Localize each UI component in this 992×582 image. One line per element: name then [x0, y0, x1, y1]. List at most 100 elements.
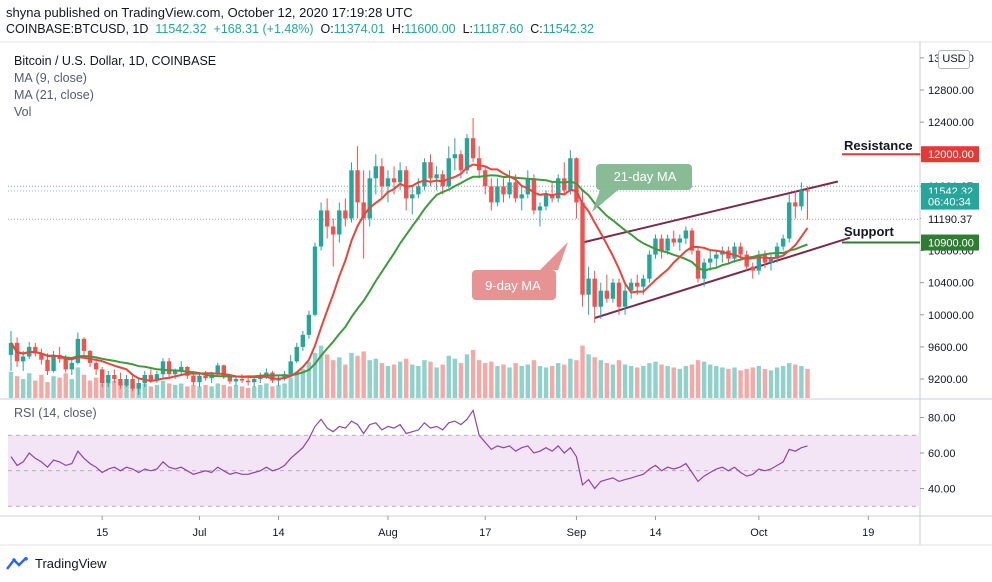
volume-bar — [507, 367, 512, 398]
candle-body — [312, 246, 318, 315]
brand-name: TradingView — [35, 556, 107, 571]
candle-body — [513, 182, 518, 199]
candle-body — [744, 254, 749, 267]
candle-body — [264, 372, 269, 375]
volume-bar — [221, 384, 226, 398]
volume-bar — [51, 376, 56, 398]
volume-bar — [124, 383, 129, 398]
candle-body — [112, 374, 117, 379]
volume-bar — [197, 386, 202, 398]
volume-bar — [610, 364, 616, 398]
rsi-tick-label: 40.00 — [928, 484, 956, 496]
price-label-bg — [921, 146, 979, 163]
candle-body — [592, 278, 597, 307]
chart-title: Bitcoin / U.S. Dollar, 1D, COINBASE — [14, 54, 217, 68]
volume-bar — [14, 376, 20, 398]
volume-bar — [543, 367, 549, 398]
channel-lower-line — [594, 236, 851, 319]
currency-button[interactable]: USD — [938, 50, 970, 69]
volume-bar — [695, 360, 701, 398]
candle-body — [215, 365, 220, 375]
candle-body — [501, 186, 506, 195]
candle-body — [768, 258, 774, 263]
candle-body — [483, 170, 488, 187]
candle-body — [245, 380, 251, 383]
high-value: 11600.00 — [404, 22, 456, 36]
candle-body — [39, 353, 44, 360]
volume-bar — [708, 364, 713, 398]
candle-body — [324, 210, 330, 227]
candle-body — [397, 170, 403, 183]
volume-bar — [209, 386, 214, 398]
legend-ma9[interactable]: MA (9, close) — [14, 71, 87, 85]
volume-bar — [75, 367, 81, 398]
volume-bar — [282, 383, 287, 398]
candle-body — [562, 178, 567, 191]
rsi-tick-label: 80.00 — [928, 413, 956, 425]
price-tick-label: 9200.00 — [928, 374, 968, 386]
candle-body — [610, 282, 616, 299]
candle-body — [203, 375, 208, 379]
candle-body — [683, 230, 689, 239]
candle-body — [270, 372, 275, 381]
candle-body — [556, 178, 561, 199]
candle-body — [106, 374, 111, 384]
volume-bar — [118, 384, 123, 398]
volume-bar — [598, 360, 603, 398]
volume-bar — [245, 387, 251, 398]
volume-bar — [93, 377, 99, 398]
candle-body — [458, 154, 464, 171]
ma21-line — [10, 174, 808, 378]
volume-bar — [495, 366, 500, 398]
candle-body — [787, 202, 792, 239]
candle-body — [124, 379, 129, 386]
candle-body — [531, 178, 537, 211]
price-tick-label: 10400.00 — [928, 278, 974, 290]
candle-body — [416, 186, 421, 195]
volume-bar — [434, 367, 439, 398]
rsi-legend[interactable]: RSI (14, close) — [14, 406, 97, 420]
candle-body — [75, 338, 81, 363]
volume-bar — [87, 380, 93, 398]
volume-bar — [513, 363, 518, 398]
candle-body — [361, 202, 366, 219]
candle-body — [172, 370, 178, 375]
candle-body — [343, 210, 348, 219]
candle-body — [252, 379, 257, 383]
price-label: 10900.00 — [928, 238, 974, 250]
legend-volume[interactable]: Vol — [14, 105, 32, 119]
footer-brand[interactable]: TradingView — [6, 556, 107, 571]
ma9-callout — [472, 242, 568, 300]
legend-ma21[interactable]: MA (21, close) — [14, 88, 94, 102]
volume-bar — [683, 366, 689, 398]
volume-bar — [361, 351, 366, 398]
time-tick-label: 14 — [649, 527, 661, 539]
candle-body — [750, 266, 755, 271]
candle-body — [20, 356, 26, 362]
candle-body — [628, 282, 634, 291]
volume-bar — [264, 383, 269, 398]
candle-body — [495, 186, 500, 203]
volume-bar — [252, 386, 257, 398]
volume-bar — [148, 386, 154, 398]
price-tick-label: 10000.00 — [928, 310, 974, 322]
volume-bar — [227, 386, 233, 398]
volume-bar — [446, 355, 451, 398]
volume-bar — [440, 364, 445, 398]
price-tick-label: 9600.00 — [928, 342, 968, 354]
volume-bar — [185, 386, 190, 398]
candle-body — [738, 246, 743, 255]
candle-body — [349, 170, 354, 219]
volume-bar — [270, 386, 275, 398]
volume-bar — [470, 350, 476, 398]
volume-bar — [69, 379, 74, 398]
volume-bar — [331, 360, 336, 398]
volume-bar — [45, 382, 50, 398]
volume-bar — [799, 366, 804, 398]
volume-bar — [258, 384, 263, 398]
volume-bar — [355, 355, 360, 398]
volume-bar — [8, 371, 14, 398]
volume-bar — [179, 383, 184, 398]
volume-bar — [476, 360, 482, 398]
